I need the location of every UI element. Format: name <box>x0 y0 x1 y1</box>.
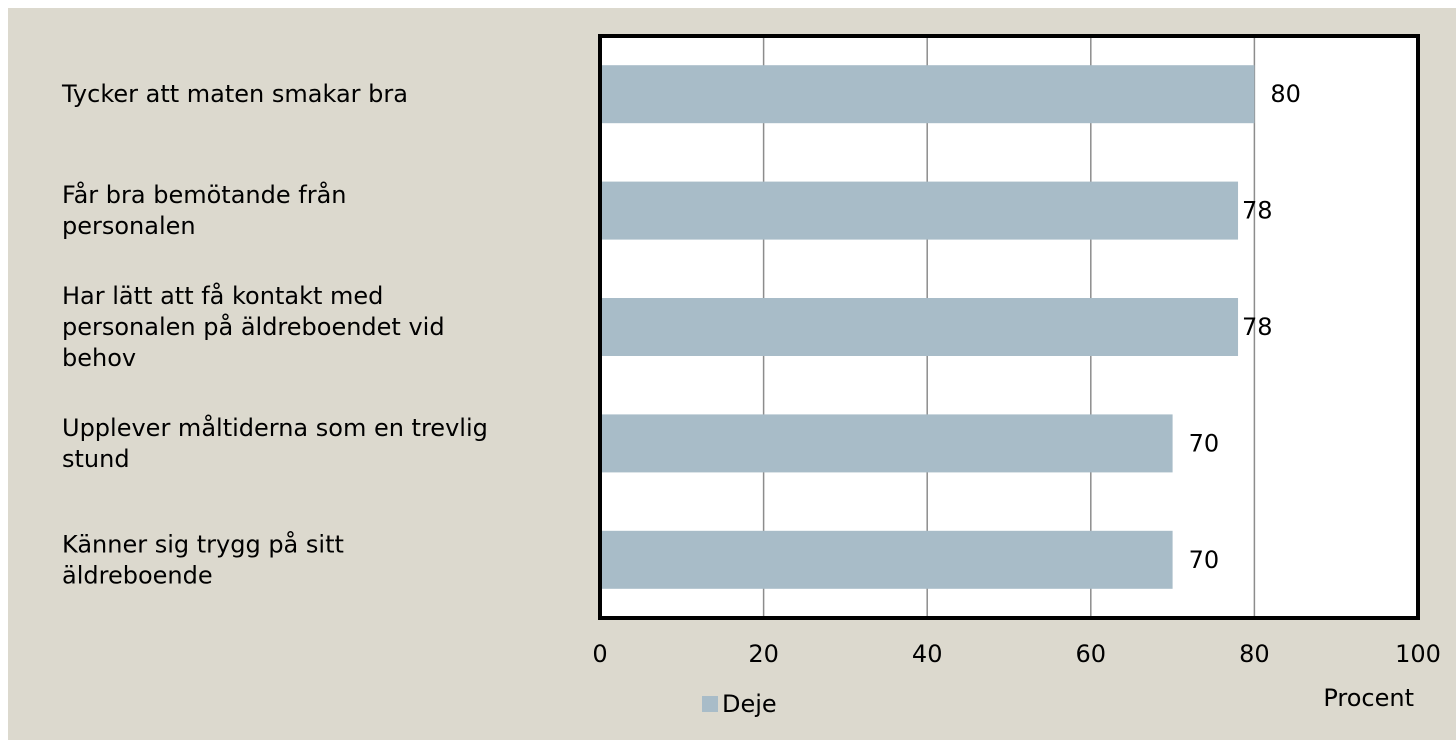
category-label-line: Får bra bemötande från <box>62 180 347 209</box>
legend: Deje <box>702 690 777 718</box>
category-label-line: Känner sig trygg på sitt <box>62 529 344 558</box>
category-label-line: personalen på äldreboendet vid <box>62 312 445 341</box>
x-tick-label: 20 <box>748 640 779 668</box>
category-label: Upplever måltiderna som en trevlig stund <box>62 413 488 473</box>
category-label: Får bra bemötande från personalen <box>62 180 347 240</box>
x-tick-label: 100 <box>1395 640 1441 668</box>
data-label: 70 <box>1189 429 1220 457</box>
category-label-line: Har lätt att få kontakt med <box>62 281 383 310</box>
category-label-line: personalen <box>62 212 196 240</box>
category-label-line: Upplever måltiderna som en trevlig <box>62 413 488 442</box>
data-label: 70 <box>1189 546 1220 574</box>
x-axis-unit-label: Procent <box>1323 684 1414 712</box>
x-tick-label: 80 <box>1239 640 1270 668</box>
category-label-line: Tycker att maten smakar bra <box>61 80 408 108</box>
x-tick-label: 60 <box>1076 640 1107 668</box>
category-label-line: äldreboende <box>62 561 213 589</box>
plot-border <box>598 34 1420 620</box>
category-label-line: stund <box>62 445 130 473</box>
x-axis-tick-labels: 0 20 40 60 80 100 <box>592 640 1441 668</box>
bar <box>600 530 1173 589</box>
category-labels: Tycker att maten smakar bra Får bra bemöt… <box>61 80 488 589</box>
bar <box>600 414 1173 473</box>
x-tick-label: 40 <box>912 640 943 668</box>
legend-swatch <box>702 696 718 712</box>
bar <box>600 65 1255 124</box>
category-label: Känner sig trygg på sitt äldreboende <box>62 529 344 589</box>
category-label: Tycker att maten smakar bra <box>61 80 408 108</box>
bar <box>600 298 1239 356</box>
data-label: 80 <box>1270 80 1301 108</box>
x-tick-label: 0 <box>592 640 607 668</box>
category-label-line: behov <box>62 344 136 372</box>
data-label: 78 <box>1242 197 1273 225</box>
value-labels: 80 78 78 70 70 <box>1189 80 1301 574</box>
category-label: Har lätt att få kontakt med personalen på… <box>62 281 445 372</box>
bars <box>600 65 1255 589</box>
bar <box>600 181 1239 240</box>
data-label: 78 <box>1242 313 1273 341</box>
legend-label: Deje <box>722 690 777 718</box>
